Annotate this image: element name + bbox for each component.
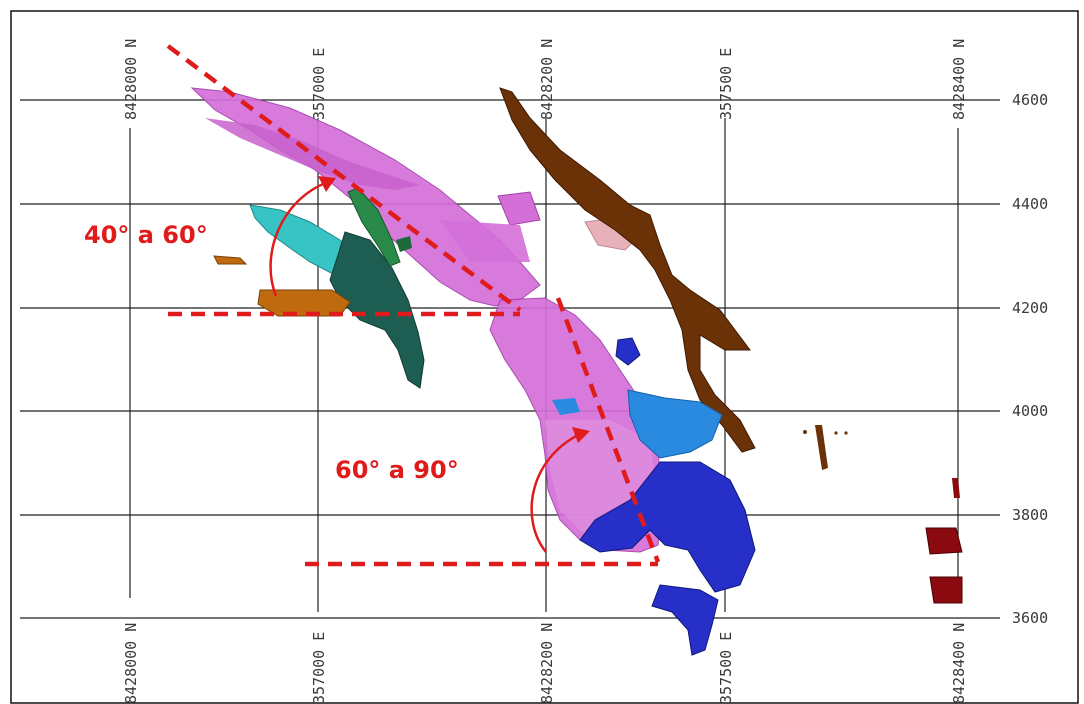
- angle-arc-lower: [530, 432, 581, 553]
- brown-fragment-right: [815, 425, 828, 470]
- elevation-grid: [20, 99, 1000, 619]
- darkred-block-upper: [925, 527, 963, 555]
- elevation-label-4200: 4200: [1012, 299, 1048, 317]
- bottom-axis-labels: 8428000 N 357000 E 8428200 N 357500 E 84…: [122, 623, 968, 704]
- bottom-label-357500e: 357500 E: [717, 632, 735, 704]
- bottom-label-357000e: 357000 E: [310, 632, 328, 704]
- lightblue-fragment: [552, 398, 580, 415]
- pink-block-left: [440, 220, 530, 262]
- arrowhead-lower: [572, 427, 590, 443]
- blue-fragment-top: [615, 337, 641, 366]
- dip-trace-lower: [555, 297, 661, 563]
- darkred-sliver: [952, 478, 960, 498]
- top-label-8428000n: 8428000 N: [122, 39, 140, 120]
- brown-vein: [499, 87, 756, 453]
- elevation-label-4600: 4600: [1012, 91, 1048, 109]
- orange-block-small: [213, 255, 248, 265]
- angle-label-lower: 60° a 90°: [335, 456, 459, 484]
- top-label-357000e: 357000 E: [310, 48, 328, 120]
- darkteal-orebody: [329, 231, 425, 389]
- annotation-overlay: 40° a 60° 60° a 90°: [84, 44, 661, 567]
- pink-orebody-upper-fringe: [205, 118, 420, 190]
- elevation-label-4000: 4000: [1012, 402, 1048, 420]
- bottom-label-8428000n: 8428000 N: [122, 623, 140, 704]
- top-label-8428400n: 8428400 N: [950, 39, 968, 120]
- green-orebody: [347, 187, 401, 267]
- top-axis-labels: 8428000 N 357000 E 8428200 N 357500 E 84…: [122, 39, 968, 120]
- top-label-357500e: 357500 E: [717, 48, 735, 120]
- ore-bodies: [190, 87, 963, 656]
- elevation-label-3800: 3800: [1012, 506, 1048, 524]
- green-fragment: [396, 236, 412, 252]
- elevation-label-4400: 4400: [1012, 195, 1048, 213]
- dip-trace-upper: [166, 44, 522, 312]
- angle-label-upper: 40° a 60°: [84, 221, 208, 249]
- darkred-block-lower: [929, 576, 963, 604]
- bottom-label-8428400n: 8428400 N: [950, 623, 968, 704]
- brown-dot-2: [834, 431, 838, 435]
- elevation-label-3600: 3600: [1012, 609, 1048, 627]
- brown-dot-1: [803, 430, 807, 434]
- pink-block-top: [497, 191, 541, 226]
- arrowhead-upper: [318, 176, 336, 192]
- bottom-label-8428200n: 8428200 N: [538, 623, 556, 704]
- blue-orebody-tail: [651, 584, 719, 656]
- top-label-8428200n: 8428200 N: [538, 39, 556, 120]
- right-axis-labels: 4600 4400 4200 4000 3800 3600: [1012, 91, 1048, 627]
- angle-arc-upper: [269, 180, 329, 297]
- lightblue-orebody: [627, 389, 723, 459]
- blue-orebody-lower: [579, 461, 756, 593]
- brown-dot-3: [844, 431, 848, 435]
